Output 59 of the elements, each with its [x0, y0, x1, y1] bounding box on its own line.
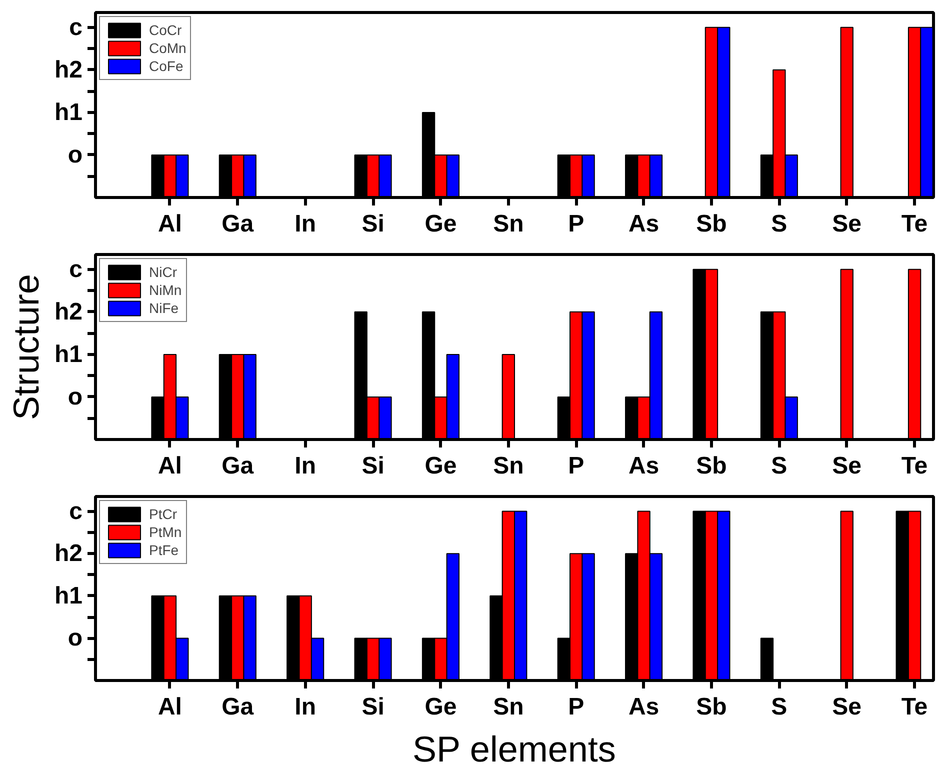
category-label: o — [68, 624, 83, 652]
x-tick-label: As — [628, 694, 660, 720]
x-tick-label: Al — [158, 452, 182, 480]
category-label: o — [68, 141, 83, 168]
x-tick-label: P — [568, 694, 584, 720]
x-tick-label: Ga — [222, 210, 254, 238]
x-tick-label: Se — [832, 210, 862, 238]
x-tick-label: Ge — [424, 452, 457, 480]
x-tick-label: S — [771, 210, 788, 238]
category-label: h2 — [54, 540, 83, 568]
x-tick-label: Si — [362, 452, 384, 480]
category-label: h1 — [54, 340, 83, 368]
x-tick-label: In — [294, 452, 316, 480]
category-label: h1 — [54, 582, 83, 610]
x-tick-label: As — [628, 452, 660, 480]
legend-label: CoCr — [149, 21, 182, 39]
x-tick-label: As — [628, 210, 660, 238]
category-label: o — [68, 383, 83, 410]
x-tick-label: Sb — [696, 452, 727, 480]
x-tick-label: S — [771, 694, 788, 720]
x-tick-label: Ga — [222, 452, 254, 480]
legend-label: NiMn — [149, 281, 182, 299]
x-tick-label: In — [294, 694, 316, 720]
category-label: c — [69, 498, 83, 525]
x-tick-label: Sn — [493, 210, 524, 238]
category-label: h2 — [54, 56, 83, 84]
x-tick-label: Si — [362, 694, 384, 720]
x-tick-label: Ga — [222, 694, 254, 720]
x-tick-label: Si — [362, 210, 384, 238]
category-label: h2 — [54, 298, 83, 326]
x-tick-label: Te — [901, 452, 928, 480]
x-tick-label: In — [294, 210, 316, 238]
x-axis-title: SP elements — [412, 728, 616, 770]
category-label: h1 — [54, 98, 83, 126]
category-label: c — [69, 256, 83, 283]
x-tick-label: Te — [901, 210, 928, 238]
x-tick-label: Se — [832, 694, 862, 720]
legend-label: NiFe — [149, 299, 179, 317]
x-tick-label: Sn — [493, 452, 524, 480]
x-tick-label: Al — [158, 210, 182, 238]
legend-label: PtMn — [149, 523, 182, 541]
legend-label: CoMn — [149, 39, 186, 57]
legend-label: NiCr — [149, 263, 177, 281]
x-tick-label: Sb — [696, 694, 727, 720]
legend-label: PtCr — [149, 505, 177, 523]
x-tick-label: S — [771, 452, 788, 480]
legend-label: CoFe — [149, 57, 184, 75]
x-tick-label: Al — [158, 694, 182, 720]
category-label: c — [69, 14, 83, 41]
x-tick-label: Sn — [493, 694, 524, 720]
x-tick-label: Se — [832, 452, 862, 480]
x-tick-label: Te — [901, 694, 928, 720]
x-tick-label: Ge — [424, 210, 457, 238]
legend-label: PtFe — [149, 541, 179, 559]
y-axis-title: Structure — [5, 274, 46, 420]
x-tick-label: Ge — [424, 694, 457, 720]
x-tick-label: Sb — [696, 210, 727, 238]
x-tick-label: P — [568, 452, 584, 480]
x-tick-label: P — [568, 210, 584, 238]
